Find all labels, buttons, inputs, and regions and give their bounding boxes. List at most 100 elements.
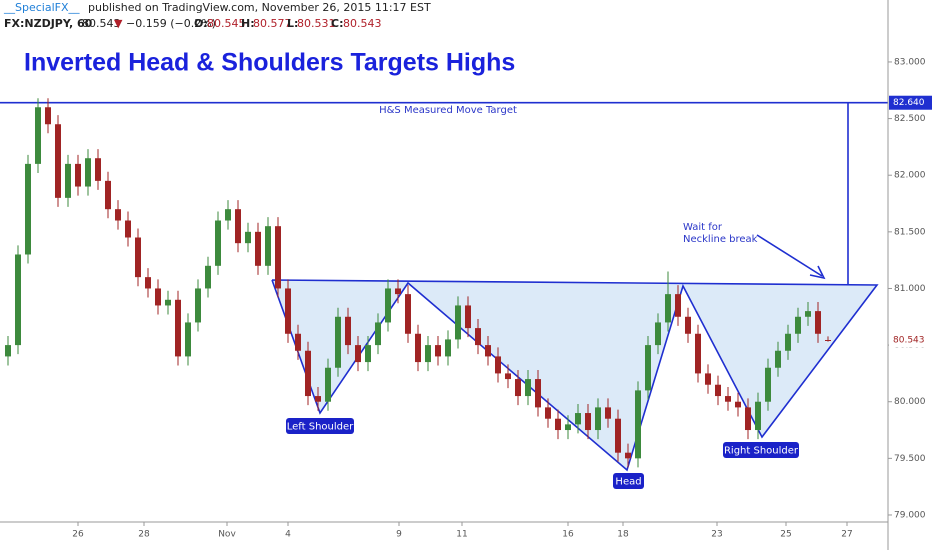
candle-body: [275, 226, 281, 289]
candle-body: [35, 107, 41, 164]
candle-body: [325, 367, 331, 402]
candle-body: [475, 328, 481, 346]
candle-body: [465, 305, 471, 329]
candle-body: [105, 180, 111, 210]
label-box: [286, 418, 354, 434]
pattern-drawing: [271, 103, 879, 472]
candle-body: [495, 356, 501, 374]
candle-body: [375, 322, 381, 346]
candle-body: [765, 367, 771, 402]
y-tick-label: 82.000: [894, 171, 926, 181]
o-value: 80.545: [207, 17, 246, 30]
candle-body: [715, 384, 721, 397]
candle-body: [525, 379, 531, 397]
candle-body: [735, 401, 741, 408]
h-value: 80.577: [253, 17, 292, 30]
candle-body: [25, 163, 31, 255]
candle-body: [515, 379, 521, 397]
target-tag: [889, 95, 932, 110]
candle-body: [85, 158, 91, 187]
candle-body: [425, 345, 431, 363]
candle-body: [355, 345, 361, 363]
arrow-head: [809, 265, 826, 280]
candle-body: [145, 277, 151, 289]
candle-body: [655, 322, 661, 346]
x-tick-label: 25: [780, 530, 791, 540]
c-label: C:: [331, 17, 343, 30]
annotation: H&S Measured Move Target: [379, 105, 517, 116]
x-tick-label: 4: [285, 530, 291, 540]
candle-body: [685, 316, 691, 334]
symbol: FX:NZDJPY, 60: [4, 17, 93, 30]
candle-body: [235, 209, 241, 244]
candle-body: [595, 407, 601, 431]
candle-body: [405, 294, 411, 334]
candle-body: [225, 209, 231, 221]
candle-body: [285, 288, 291, 334]
time-axis-bg: [0, 522, 888, 550]
candle-body: [635, 390, 641, 459]
o-label: O:: [194, 17, 208, 30]
candle-body: [395, 288, 401, 295]
x-tick-label: 16: [562, 530, 574, 540]
candle-body: [755, 401, 761, 431]
y-tick-label: 81.000: [894, 284, 926, 294]
x-tick-label: 18: [617, 530, 629, 540]
l-value: 80.531: [297, 17, 336, 30]
last-price-tag: [889, 333, 932, 348]
candle-body: [435, 345, 441, 357]
y-tick-label: 82.500: [894, 114, 926, 124]
candle-body: [445, 339, 451, 357]
candle-body: [795, 316, 801, 334]
candle-body: [625, 452, 631, 459]
candle-body: [195, 288, 201, 323]
candle-body: [825, 339, 831, 341]
candle-body: [745, 407, 751, 431]
candle-body: [725, 396, 731, 402]
candle-body: [175, 299, 181, 357]
change: −0.159 (−0.2%): [126, 17, 216, 30]
candle-body: [155, 288, 161, 306]
candle-body: [575, 413, 581, 425]
candle-body: [15, 254, 21, 346]
candle-body: [805, 311, 811, 317]
c-value: 80.543: [343, 17, 382, 30]
pattern-lines: [271, 279, 879, 472]
candle-body: [335, 316, 341, 368]
arrow: [756, 234, 823, 277]
pattern-label: Right Shoulder: [724, 446, 799, 457]
candle-body: [675, 294, 681, 317]
candle-body: [115, 209, 121, 221]
candle-body: [215, 220, 221, 266]
pattern-label: Left Shoulder: [287, 422, 354, 433]
candle-body: [385, 288, 391, 323]
candle-body: [55, 124, 61, 198]
x-tick-label: 27: [841, 530, 852, 540]
candle-body: [295, 333, 301, 351]
target-label: 82.640: [893, 98, 925, 108]
x-tick-label: 9: [396, 530, 402, 540]
y-tick-label: 79.000: [894, 510, 926, 520]
x-tick-label: Nov: [218, 530, 236, 540]
candle-body: [205, 265, 211, 289]
y-tick-label: 79.500: [894, 454, 926, 464]
candles: [0, 98, 888, 468]
pattern-label: Head: [615, 477, 641, 488]
candle-body: [245, 231, 251, 244]
candle-body: [705, 373, 711, 385]
x-tick-label: 28: [138, 530, 150, 540]
pattern-fill: [272, 280, 877, 470]
y-tick-label: 80.000: [894, 397, 926, 407]
y-tick-label: 83.000: [894, 57, 926, 67]
candle-body: [505, 373, 511, 380]
last: 80.543: [82, 17, 121, 30]
x-tick-label: 26: [72, 530, 84, 540]
author[interactable]: __SpecialFX__: [3, 1, 80, 14]
published: published on TradingView.com, November 2…: [88, 1, 431, 14]
l-label: L:: [287, 17, 298, 30]
candle-body: [315, 396, 321, 402]
candle-body: [645, 345, 651, 391]
